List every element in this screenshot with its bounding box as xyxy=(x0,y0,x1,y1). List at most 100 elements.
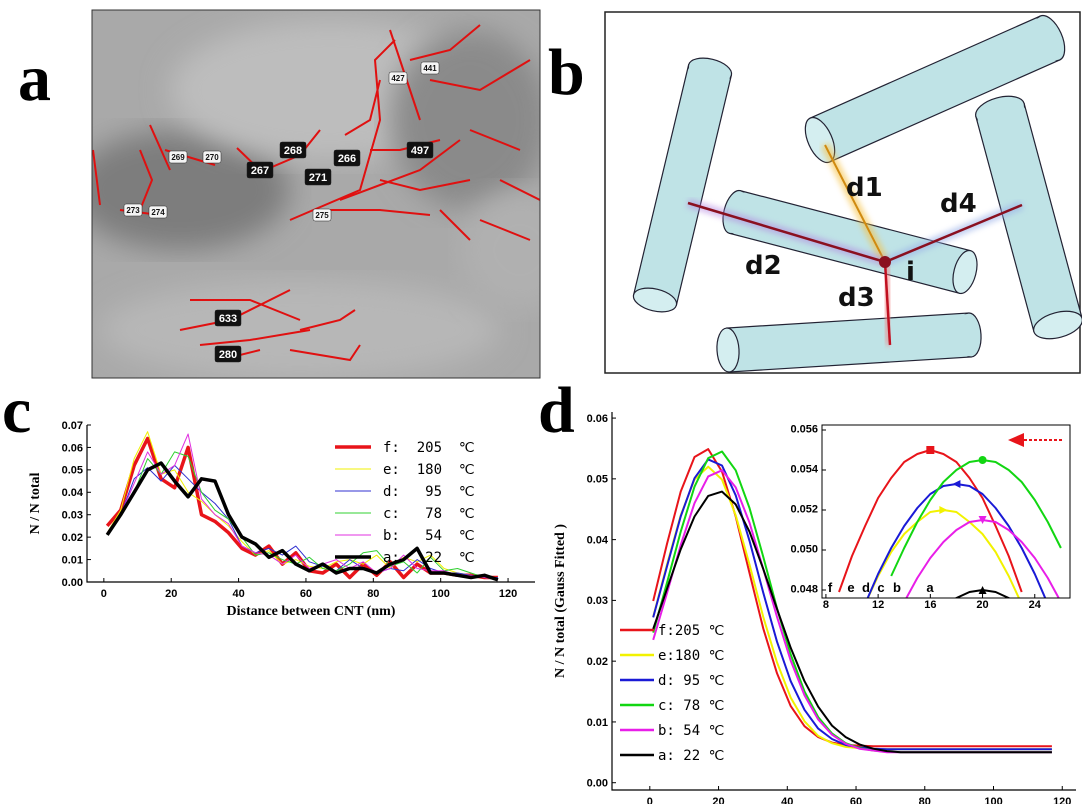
x-tick-label: 16 xyxy=(924,599,936,611)
curve-label: f xyxy=(828,580,833,595)
image-label: 266 xyxy=(338,153,356,165)
y-tick-label: 0.05 xyxy=(587,474,608,486)
x-tick-label: 0 xyxy=(101,588,107,600)
series-group xyxy=(652,448,1052,754)
micrograph-frame xyxy=(91,9,541,379)
x-tick-label: 60 xyxy=(850,796,862,804)
image-label: 427 xyxy=(391,74,405,83)
y-tick-label: 0.01 xyxy=(62,554,83,566)
x-tick-label: 12 xyxy=(872,599,884,611)
x-tick-label: 20 xyxy=(712,796,724,804)
inset-background xyxy=(822,425,1070,598)
tube-cover xyxy=(634,65,731,305)
nanotube xyxy=(716,312,982,373)
image-label: 269 xyxy=(171,153,185,162)
peak-marker xyxy=(926,446,935,454)
x-tick-label: 100 xyxy=(432,588,450,600)
micrograph xyxy=(92,10,540,378)
series-line xyxy=(106,464,498,578)
label-box xyxy=(279,141,307,159)
nanotube xyxy=(975,95,1082,340)
x-tick-label: 0 xyxy=(647,796,653,804)
y-tick-label: 0.02 xyxy=(62,532,83,544)
y-axis-label: N / N total xyxy=(28,472,43,534)
tube-cover xyxy=(726,314,972,371)
distance-lines xyxy=(686,142,1024,346)
x-tick-label: 40 xyxy=(232,588,244,600)
legend-label: f:205 ℃ xyxy=(658,623,724,639)
y-tick-label: 0.00 xyxy=(62,577,83,589)
y-tick-label: 0.02 xyxy=(587,656,608,668)
panel-label: b xyxy=(548,36,585,109)
curve-label: b xyxy=(893,580,901,595)
plot-frame xyxy=(821,424,1071,599)
image-label: 274 xyxy=(151,208,165,217)
tube-cover xyxy=(729,191,971,293)
label-box xyxy=(420,61,440,75)
y-tick-label: 0.050 xyxy=(790,543,818,555)
series-group xyxy=(105,431,499,582)
nanotube xyxy=(804,14,1066,164)
label-box xyxy=(202,150,222,164)
series-line xyxy=(652,490,1052,754)
legend-label: e: 180 ℃ xyxy=(383,462,475,478)
panel-label: c xyxy=(2,374,31,447)
x-tick-label: 24 xyxy=(1029,599,1042,611)
tube-end xyxy=(716,327,740,373)
distance-label: d4 xyxy=(940,189,977,219)
legend-label: b: 54 ℃ xyxy=(383,528,475,544)
image-label: 271 xyxy=(309,172,327,184)
legend-label: d: 95 ℃ xyxy=(658,673,724,689)
curve-label: e xyxy=(847,580,854,595)
distance-label: d1 xyxy=(846,173,883,203)
tube-end xyxy=(952,249,978,295)
label-box xyxy=(214,309,242,327)
image-label: 273 xyxy=(126,206,140,215)
y-tick-label: 0.04 xyxy=(62,487,84,499)
curve-label: c xyxy=(877,580,884,595)
x-axis-label: Distance between CNT (nm) xyxy=(227,604,396,619)
y-tick-label: 0.03 xyxy=(587,595,608,607)
peak-marker xyxy=(978,516,987,524)
y-tick-label: 0.052 xyxy=(790,503,818,515)
chart: 0 20 40 60 80 100 1200.000.010.020.030.040.050… xyxy=(28,420,535,619)
legend-label: c: 78 ℃ xyxy=(383,506,475,522)
legend-label: a: 22 ℃ xyxy=(383,550,475,566)
chart: 0 20 40 60 80 100 1200.000.010.020.030.040.050… xyxy=(553,412,1076,804)
peak-marker xyxy=(978,456,987,464)
nanotube xyxy=(632,57,733,313)
label-box xyxy=(246,161,274,179)
axis-lines xyxy=(86,425,535,583)
legend-label: d: 95 ℃ xyxy=(383,484,475,500)
y-tick-label: 0.07 xyxy=(62,420,83,432)
label-box xyxy=(168,150,188,164)
peak-marker xyxy=(939,506,948,514)
nanotubes xyxy=(632,14,1082,373)
image-label: 275 xyxy=(315,211,329,220)
y-tick-label: 0.00 xyxy=(587,778,608,790)
x-tick-label: 80 xyxy=(367,588,379,600)
inset-chart: 8 12 16 20 24 0.048 0.050 0.052 0.054 0.056 f e d c b a xyxy=(790,423,1071,611)
label-box xyxy=(312,208,332,222)
legend-label: b: 54 ℃ xyxy=(658,723,724,739)
image-label: 267 xyxy=(251,165,269,177)
tube-end xyxy=(1033,310,1082,340)
x-tick-label: 100 xyxy=(984,796,1002,804)
label-box xyxy=(406,141,434,159)
image-label: 268 xyxy=(284,145,302,157)
image-label: 270 xyxy=(205,153,219,162)
peak-marker xyxy=(952,480,961,488)
x-tick-label: 80 xyxy=(919,796,931,804)
label-box xyxy=(148,205,168,219)
y-tick-label: 0.05 xyxy=(62,465,83,477)
legend-label: a: 22 ℃ xyxy=(658,748,724,764)
label-box xyxy=(333,149,361,167)
curve-label: d xyxy=(862,580,870,595)
y-tick-label: 0.048 xyxy=(790,583,818,595)
series-line xyxy=(890,459,1062,577)
y-tick-label: 0.06 xyxy=(587,413,608,425)
x-tick-label: 120 xyxy=(1053,796,1071,804)
image-label: 497 xyxy=(411,145,429,157)
image-label: 441 xyxy=(423,64,437,73)
